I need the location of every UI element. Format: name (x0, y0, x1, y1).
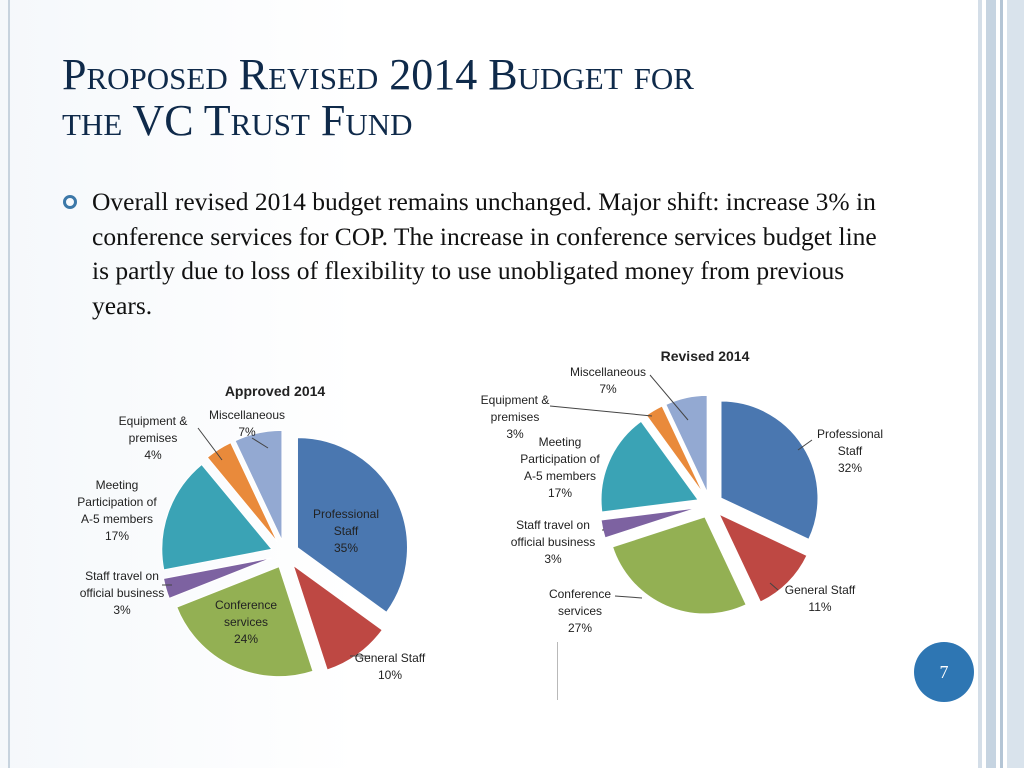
leader-line (769, 582, 779, 591)
left-rule (8, 0, 10, 768)
pie-slice-professional-staff (720, 400, 819, 541)
pie-slice-meeting-participation-of-a-5-members (161, 463, 273, 571)
pie-slice-meeting-participation-of-a-5-members (600, 420, 699, 513)
pie-slice-staff-travel-on-official-business (600, 507, 698, 539)
chart-title: Approved 2014 (225, 383, 326, 399)
slice-label-professional-staff: Professional Staff 32% (817, 427, 883, 475)
slice-label-equipment-and-premises: Equipment & premises 4% (119, 414, 188, 462)
right-decor-stripes (978, 0, 1024, 768)
slice-label-staff-travel-on-official-business: Staff travel on official business 3% (511, 518, 596, 566)
slice-label-staff-travel-on-official-business: Staff travel on official business 3% (80, 569, 165, 617)
slice-label-general-staff: General Staff 11% (785, 583, 856, 614)
slice-label-general-staff: General Staff 10% (355, 651, 426, 682)
leader-line (797, 439, 813, 451)
pie-slice-conference-services (176, 566, 314, 678)
pie-chart-revised-2014: Revised 2014 Professional Staff 32% General… (481, 348, 883, 635)
leader-line (197, 427, 223, 461)
slice-label-conference-services: Conference services 24% (215, 598, 277, 646)
bullet-icon (63, 195, 77, 209)
pie-slice-conference-services (611, 516, 747, 615)
slice-label-professional-staff: Professional Staff 35% (313, 507, 379, 555)
pie-slice-general-staff (718, 513, 808, 603)
slice-label-equipment-and-premises: Equipment & premises 3% (481, 393, 550, 441)
page-number-badge: 7 (914, 642, 974, 702)
pie-slice-professional-staff (296, 437, 408, 613)
title-line-1: Proposed Revised 2014 Budget for (62, 50, 694, 99)
pie-slice-miscellaneous (665, 394, 708, 493)
slice-label-meeting-participation-of-a-5-members: Meeting Participation of A-5 members 17% (520, 435, 600, 500)
leader-line (614, 595, 643, 599)
leader-line (549, 405, 653, 417)
chart-title: Revised 2014 (661, 348, 750, 364)
slice-label-meeting-participation-of-a-5-members: Meeting Participation of A-5 members 17% (77, 478, 157, 543)
slice-label-miscellaneous: Miscellaneous 7% (209, 408, 285, 439)
slide-title: Proposed Revised 2014 Budget for the VC … (62, 52, 962, 144)
slice-label-miscellaneous: Miscellaneous 7% (570, 365, 646, 396)
pie-slice-equipment-and-premises (206, 441, 278, 543)
title-line-2: the VC Trust Fund (62, 96, 413, 145)
leader-line (251, 437, 269, 449)
slice-label-conference-services: Conference services 27% (549, 587, 611, 635)
leader-line (649, 374, 689, 421)
pie-chart-approved-2014: Approved 2014 Professional Staff 35% Genera… (77, 383, 426, 682)
pie-slice-staff-travel-on-official-business (162, 557, 272, 600)
divider-line (557, 642, 558, 700)
pie-slice-general-staff (292, 564, 383, 671)
body-text: Overall revised 2014 budget remains unch… (92, 187, 877, 320)
pie-slice-miscellaneous (234, 429, 283, 541)
